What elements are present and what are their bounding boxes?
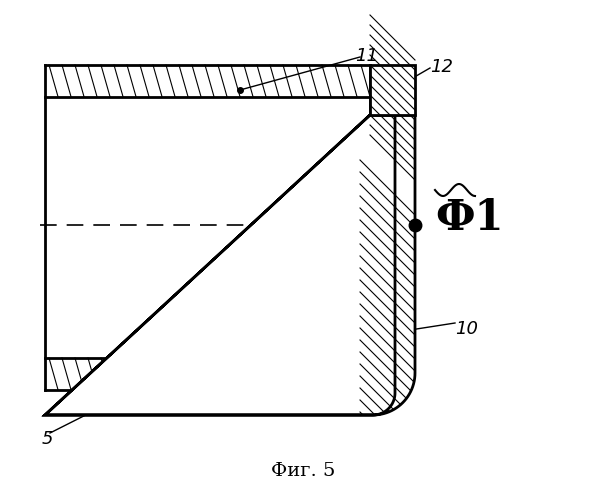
Bar — [370, 65, 415, 115]
Polygon shape — [45, 115, 415, 415]
Text: 10: 10 — [455, 320, 478, 338]
Text: 12: 12 — [430, 58, 453, 76]
Text: Ф1: Ф1 — [435, 197, 504, 239]
Text: 5: 5 — [42, 430, 53, 448]
Text: 11: 11 — [355, 47, 378, 65]
Text: Фиг. 5: Фиг. 5 — [271, 462, 335, 480]
